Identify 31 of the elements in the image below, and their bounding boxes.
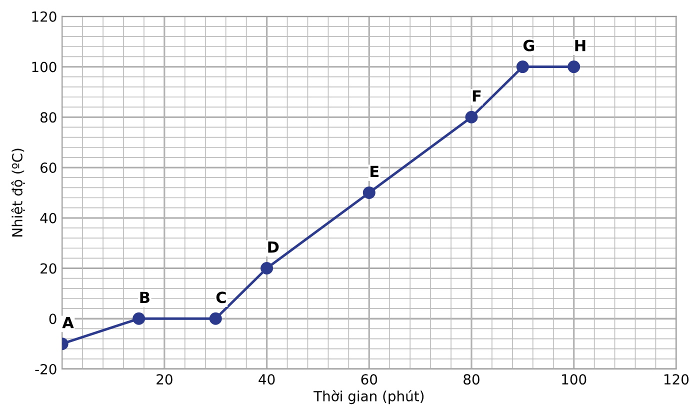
- point: [516, 60, 529, 74]
- annotation: G: [523, 40, 534, 52]
- x-tick-label: 80: [464, 374, 480, 385]
- annotation: B: [140, 292, 150, 303]
- y-tick-label: -20: [35, 364, 56, 374]
- x-tick-label: 20: [156, 374, 172, 385]
- x-tick-label: 60: [361, 374, 378, 385]
- y-axis-title: Nhiệt độ (ºC): [11, 148, 25, 236]
- point: [465, 110, 478, 124]
- y-tick-label: 120: [32, 11, 56, 22]
- annotation: H: [575, 40, 586, 52]
- x-axis-title: Thời gian (phút): [314, 390, 424, 404]
- y-tick-label: 60: [40, 162, 56, 173]
- y-tick-label: 100: [32, 62, 56, 72]
- annotation: D: [268, 241, 279, 253]
- point: [260, 262, 274, 275]
- point: [132, 312, 146, 325]
- x-tick-label: 120: [664, 374, 689, 385]
- point: [362, 186, 376, 199]
- point: [209, 312, 222, 325]
- x-tick-label: 100: [562, 374, 586, 385]
- annotation: E: [370, 166, 378, 178]
- x-tick-label: 40: [258, 374, 275, 385]
- point: [568, 60, 580, 74]
- y-tick-label: 40: [40, 212, 56, 224]
- y-tick-label: 20: [40, 263, 56, 274]
- annotation: F: [472, 90, 481, 102]
- y-tick-label: 0: [49, 314, 56, 324]
- y-tick-label: 80: [40, 112, 56, 123]
- annotation: C: [216, 292, 226, 304]
- annotation: A: [62, 317, 74, 328]
